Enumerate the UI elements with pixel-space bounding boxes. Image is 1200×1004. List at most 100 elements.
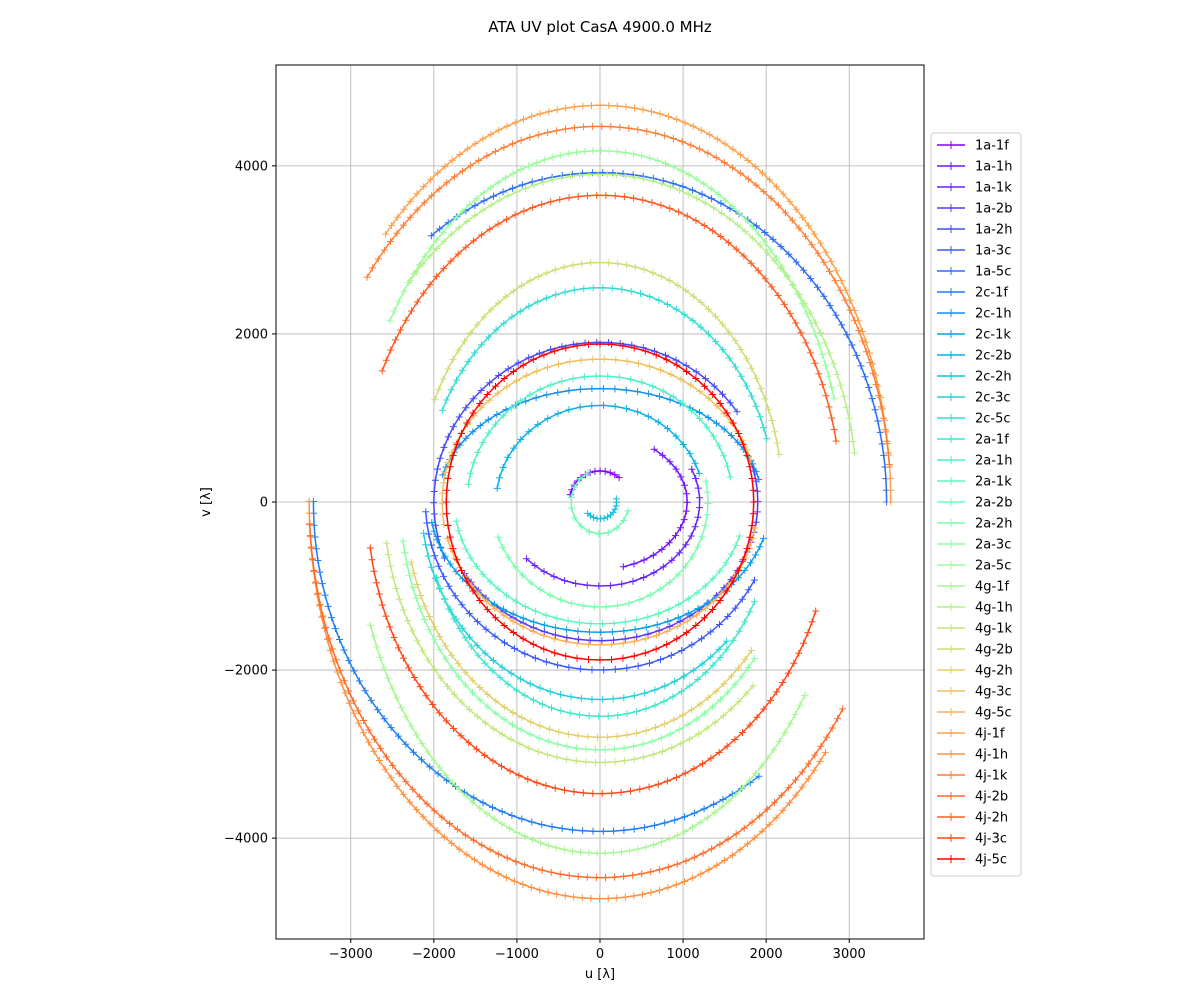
x-tick-label: 0 (596, 947, 604, 962)
track-markers (382, 101, 895, 506)
legend-marker (947, 561, 955, 569)
legend-marker (947, 183, 955, 191)
legend-item: 1a-1f (937, 139, 1009, 154)
series-2c-5c (438, 284, 771, 443)
legend-label: 2a-1f (975, 433, 1009, 448)
track-line (384, 104, 892, 503)
legend-label: 2c-2h (975, 370, 1012, 385)
legend-label: 4g-1f (975, 580, 1009, 595)
x-tick-label: 3000 (833, 947, 866, 962)
legend-marker (947, 393, 955, 401)
legend-label: 4g-2b (975, 643, 1013, 658)
track-markers (378, 191, 840, 445)
y-tick-label: −4000 (224, 832, 268, 847)
track-line (441, 358, 752, 525)
legend-item: 4j-1h (937, 748, 1008, 763)
legend-item: 2c-3c (937, 391, 1011, 406)
legend-marker (947, 267, 955, 275)
legend-marker (947, 813, 955, 821)
legend-label: 4j-2b (975, 790, 1008, 805)
x-tick-label: −3000 (329, 947, 373, 962)
track-markers (567, 469, 632, 538)
track-markers (431, 259, 783, 458)
legend-label: 1a-1k (975, 181, 1012, 196)
y-tick-label: 4000 (235, 159, 268, 174)
legend-label: 1a-2h (975, 223, 1012, 238)
track-line (409, 173, 856, 454)
legend-label: 4j-1h (975, 748, 1008, 763)
legend-marker (947, 141, 955, 149)
series-2a-1k (452, 517, 744, 628)
legend-label: 1a-1h (975, 160, 1012, 175)
legend-label: 2c-3c (975, 391, 1011, 406)
track-markers (494, 477, 712, 611)
series-2a-3c (399, 537, 759, 754)
y-tick-label: 2000 (235, 327, 268, 342)
track-markers (366, 544, 820, 798)
chart-title: ATA UV plot CasA 4900.0 MHz (488, 18, 712, 36)
legend-label: 4j-1k (975, 769, 1008, 784)
x-tick-label: −2000 (412, 947, 456, 962)
legend-item: 4j-5c (937, 853, 1007, 868)
legend-label: 4j-3c (975, 832, 1007, 847)
legend-label: 2a-3c (975, 538, 1011, 553)
legend-item: 4j-1k (937, 769, 1008, 784)
series-4j-3c (366, 544, 820, 798)
track-line (385, 542, 754, 764)
legend-item: 4j-1f (937, 727, 1005, 742)
legend-marker (947, 498, 955, 506)
legend-marker (947, 204, 955, 212)
legend-item: 4g-1h (937, 601, 1013, 616)
legend-marker (947, 540, 955, 548)
legend-item: 2c-1f (937, 286, 1008, 301)
legend-item: 4g-3c (937, 685, 1012, 700)
track-line (366, 125, 891, 465)
series-1a-3c (422, 508, 758, 674)
track-markers (439, 385, 763, 483)
legend-marker (947, 477, 955, 485)
legend-item: 4g-2b (937, 643, 1013, 658)
legend-marker (947, 792, 955, 800)
legend-item: 1a-1k (937, 181, 1012, 196)
series-2a-2h (494, 477, 712, 611)
series-2c-1f (309, 498, 763, 835)
track-markers (383, 539, 757, 766)
legend-marker (947, 309, 955, 317)
legend-item: 2a-3c (937, 538, 1011, 553)
series-1a-1h (619, 445, 691, 571)
legend-item: 2a-1h (937, 454, 1012, 469)
track-line (381, 194, 837, 442)
legend-item: 2a-2h (937, 517, 1012, 532)
track-markers (407, 558, 755, 741)
legend-marker (947, 582, 955, 590)
track-markers (305, 497, 829, 903)
series-1a-1k (523, 465, 704, 590)
series-2a-2b (567, 469, 632, 538)
legend-label: 2c-1k (975, 328, 1011, 343)
legend-item: 2c-2b (937, 349, 1012, 364)
track-line (434, 261, 780, 455)
legend-label: 4j-2h (975, 811, 1008, 826)
legend-marker (947, 330, 955, 338)
legend-item: 2c-1k (937, 328, 1011, 343)
legend-marker (947, 750, 955, 758)
x-axis-label: u [λ] (585, 967, 615, 982)
track-markers (399, 537, 759, 754)
legend-marker (947, 708, 955, 716)
y-axis-label: v [λ] (199, 487, 214, 517)
legend-item: 4g-2h (937, 664, 1013, 679)
legend-marker (947, 435, 955, 443)
legend-label: 4j-1f (975, 727, 1005, 742)
legend-marker (947, 603, 955, 611)
track-line (446, 527, 756, 646)
y-tick-label: 0 (260, 496, 268, 511)
legend-label: 4g-2h (975, 664, 1013, 679)
track-markers (363, 122, 893, 468)
legend-marker (947, 771, 955, 779)
series-4g-1f (367, 621, 809, 857)
legend-item: 2a-1k (937, 475, 1012, 490)
track-line (623, 448, 688, 568)
track-markers (367, 621, 809, 857)
legend-item: 1a-5c (937, 265, 1011, 280)
